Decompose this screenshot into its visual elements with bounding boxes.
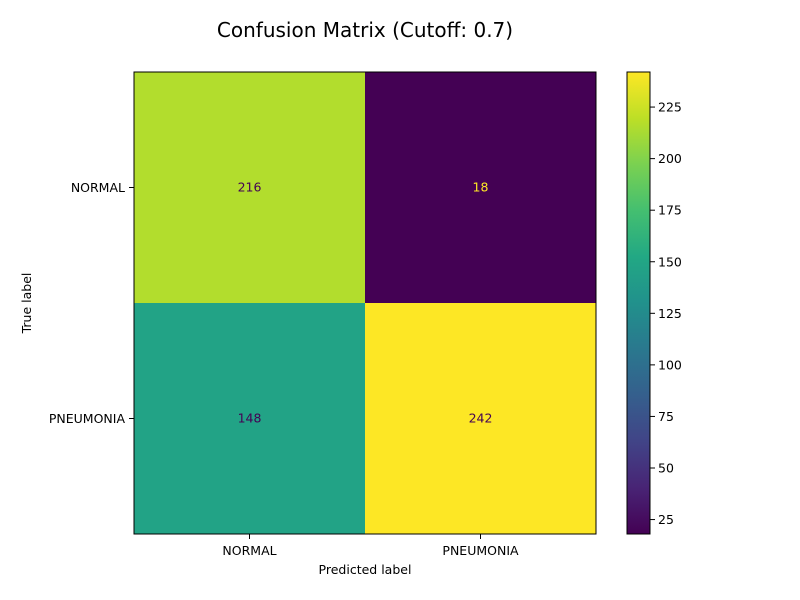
x-tick-label: PNEUMONIA bbox=[442, 543, 519, 558]
colorbar-tick-label: 75 bbox=[658, 409, 674, 424]
matrix-value-0-0: 216 bbox=[238, 180, 262, 195]
colorbar-tick-label: 175 bbox=[658, 203, 682, 218]
x-axis-ticks: NORMAL PNEUMONIA bbox=[222, 534, 519, 558]
matrix-cell-1-1 bbox=[365, 303, 596, 534]
matrix-value-1-1: 242 bbox=[469, 411, 493, 426]
colorbar-tick-label: 200 bbox=[658, 151, 682, 166]
y-axis-label: True label bbox=[19, 273, 34, 335]
matrix-cells bbox=[134, 72, 596, 534]
y-tick-label: PNEUMONIA bbox=[49, 411, 126, 426]
colorbar-tick-label: 125 bbox=[658, 306, 682, 321]
matrix-cell-1-0 bbox=[134, 303, 365, 534]
colorbar-ticks: 25 50 75 100 125 150 175 200 225 bbox=[650, 100, 682, 527]
matrix-cell-0-1 bbox=[365, 72, 596, 303]
chart-title: Confusion Matrix (Cutoff: 0.7) bbox=[217, 18, 513, 42]
y-tick-label: NORMAL bbox=[71, 180, 125, 195]
x-tick-label: NORMAL bbox=[222, 543, 276, 558]
colorbar-tick-label: 50 bbox=[658, 461, 674, 476]
matrix-value-0-1: 18 bbox=[473, 180, 489, 195]
matrix-cell-0-0 bbox=[134, 72, 365, 303]
x-axis-label: Predicted label bbox=[319, 562, 412, 577]
colorbar-tick-label: 150 bbox=[658, 254, 682, 269]
colorbar-tick-label: 225 bbox=[658, 100, 682, 115]
colorbar bbox=[626, 71, 651, 535]
colorbar-tick-label: 25 bbox=[658, 512, 674, 527]
matrix-values: 216 18 148 242 bbox=[238, 180, 493, 426]
y-axis-ticks: NORMAL PNEUMONIA bbox=[49, 180, 134, 426]
matrix-value-1-0: 148 bbox=[238, 411, 262, 426]
colorbar-tick-label: 100 bbox=[658, 357, 682, 372]
matrix-frame bbox=[133, 71, 597, 535]
